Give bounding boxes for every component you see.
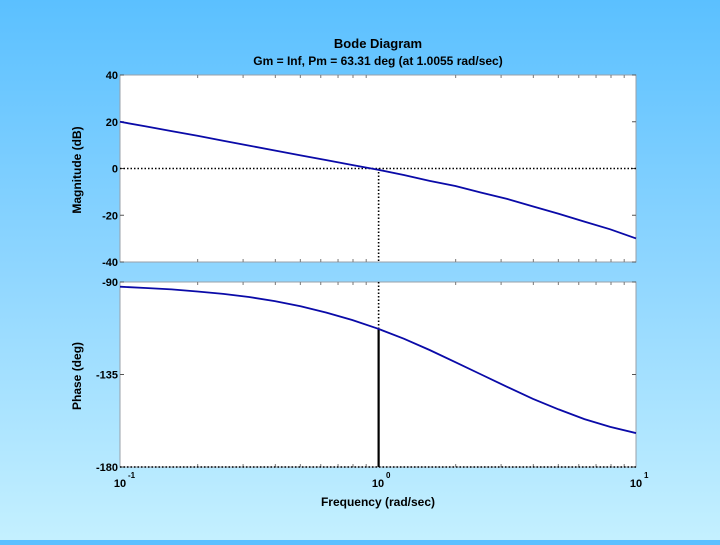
phase-y-tick-label: -180: [96, 462, 118, 474]
magnitude-y-tick-label: 20: [106, 117, 118, 129]
magnitude-y-tick-label: 40: [106, 70, 118, 82]
x-tick-label: 10: [630, 478, 642, 490]
chart-title: Bode Diagram: [334, 36, 422, 51]
phase-series-line: [119, 285, 637, 434]
frequency-axis-label: Frequency (rad/sec): [321, 495, 435, 509]
magnitude-axis-label: Magnitude (dB): [70, 126, 84, 213]
chart-subtitle: Gm = Inf, Pm = 63.31 deg (at 1.0055 rad/…: [253, 54, 502, 68]
x-tick-exponent: -1: [128, 471, 136, 480]
x-tick-exponent: 1: [644, 471, 649, 480]
magnitude-y-tick-label: -20: [102, 210, 118, 222]
x-tick-exponent: 0: [386, 471, 391, 480]
magnitude-y-tick-label: -40: [102, 257, 118, 269]
x-tick-label: 10: [372, 478, 384, 490]
phase-y-tick-label: -90: [102, 277, 118, 289]
magnitude-y-tick-label: 0: [112, 164, 118, 176]
x-tick-label: 10: [114, 478, 126, 490]
phase-y-tick-label: -135: [96, 370, 118, 382]
phase-axis-label: Phase (deg): [70, 342, 84, 410]
magnitude-series-line: [119, 120, 637, 240]
